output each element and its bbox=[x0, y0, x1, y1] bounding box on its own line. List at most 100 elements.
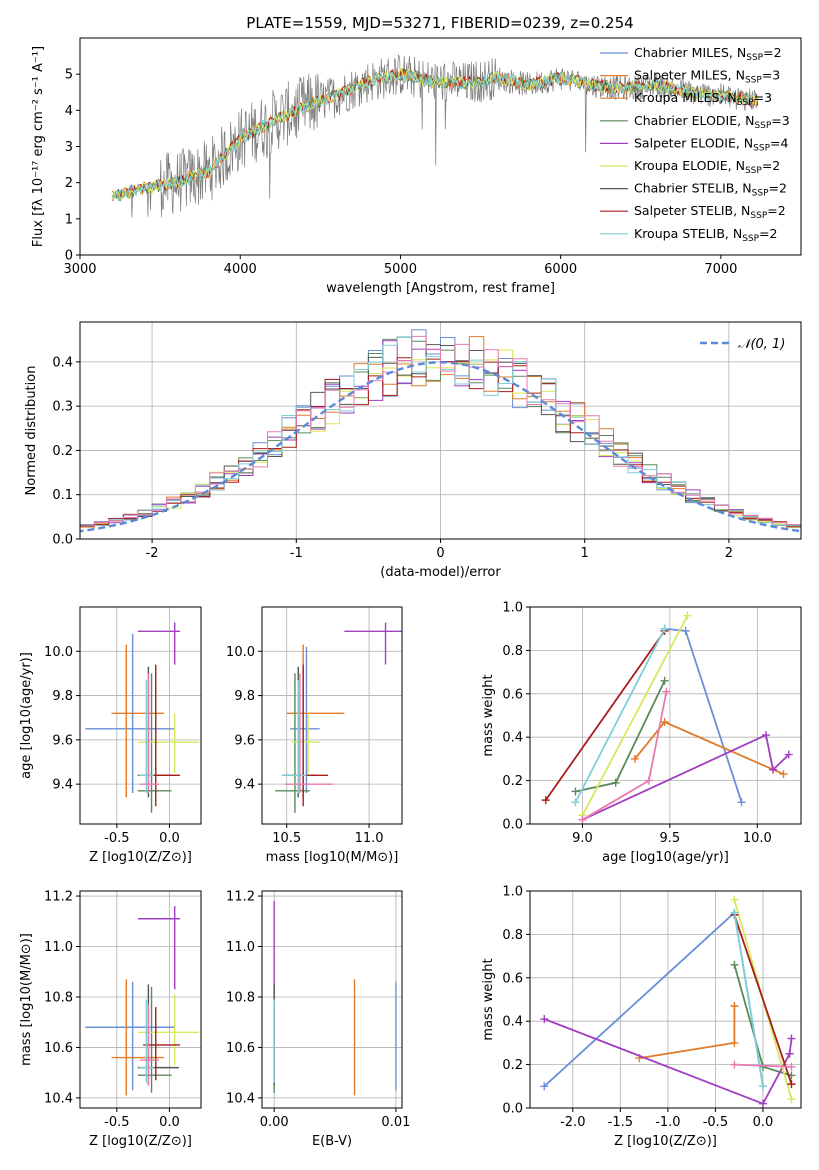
y-tick-label: 11.0 bbox=[226, 940, 255, 955]
weight-marker bbox=[662, 687, 671, 696]
weight-marker bbox=[730, 1060, 739, 1069]
axes-frame bbox=[529, 606, 802, 825]
y-tick-label: 11.2 bbox=[44, 890, 73, 905]
x-axis-label: Z [log10(Z/Z⊙)] bbox=[614, 1134, 717, 1149]
y-tick-label: 10.4 bbox=[44, 1091, 73, 1106]
x-tick-label: 9.5 bbox=[660, 831, 681, 846]
weight-line bbox=[733, 914, 793, 1085]
y-tick-label: 3 bbox=[65, 140, 73, 155]
x-axis-label: age [log10(age/yr)] bbox=[602, 850, 729, 865]
weight-marker bbox=[784, 750, 793, 759]
data-point bbox=[291, 713, 320, 774]
weight-marker bbox=[785, 1049, 794, 1058]
weight-line bbox=[733, 912, 764, 1087]
weight-series bbox=[730, 908, 767, 1091]
y-tick-label: 2 bbox=[65, 176, 73, 191]
histogram-step-line bbox=[80, 335, 801, 530]
weight-marker bbox=[681, 626, 690, 635]
weight-marker bbox=[660, 676, 669, 685]
x-axis-label: Z [log10(Z/Z⊙)] bbox=[89, 850, 192, 865]
y-tick-label: 10.6 bbox=[44, 1041, 73, 1056]
y-tick-label: 0.2 bbox=[502, 774, 523, 789]
y-tick-label: 10.4 bbox=[226, 1091, 255, 1106]
weight-series bbox=[635, 1002, 739, 1063]
x-tick-label: 2 bbox=[725, 546, 733, 561]
weight-marker bbox=[787, 1062, 796, 1071]
data-point bbox=[137, 984, 179, 1086]
axes-weight_vs_Z: -2.0 -1.5 -1.0 -0.5 0.0 0.0 0.2 0.4 0.6 0.8 1.0 Z [… bbox=[481, 885, 802, 1149]
x-tick-label: -0.5 bbox=[104, 831, 129, 846]
weight-series bbox=[540, 908, 767, 1091]
y-tick-label: 9.6 bbox=[234, 733, 255, 748]
data-point bbox=[85, 981, 175, 1091]
axes-residuals: -2 -1 0 1 2 0.0 0.1 0.2 0.3 0.4 (data-model)/error… bbox=[24, 321, 802, 580]
x-tick-label: 0.0 bbox=[753, 1115, 774, 1130]
weight-marker bbox=[571, 798, 580, 807]
x-axis-label: mass [log10(M/M⊙)] bbox=[266, 850, 399, 865]
weight-series bbox=[578, 731, 793, 824]
axes-frame bbox=[261, 606, 403, 825]
x-tick-label: -2.0 bbox=[560, 1115, 585, 1130]
y-axis-label: mass [log10(M/M⊙)] bbox=[19, 933, 34, 1066]
plot-area-mass_vs_Z bbox=[85, 906, 199, 1096]
axes-frame bbox=[529, 890, 802, 1109]
legend-entry: Chabrier ELODIE, NSSP=3 bbox=[634, 113, 790, 131]
data-point bbox=[281, 680, 307, 793]
axes-mass_vs_EBV: 0.00 0.01 10.4 10.6 10.8 11.0 11.2 E(B-V) bbox=[226, 890, 410, 1149]
data-point bbox=[143, 1007, 180, 1081]
legend-entry: Kroupa MILES, NSSP=3 bbox=[634, 90, 772, 108]
axes-mass_vs_Z: -0.5 0.0 10.4 10.6 10.8 11.0 11.2 Z [log10(Z/Z⊙… bbox=[19, 890, 202, 1149]
weight-marker bbox=[660, 718, 669, 727]
data-point bbox=[137, 666, 179, 798]
y-tick-label: 0.8 bbox=[502, 644, 523, 659]
weight-line bbox=[543, 910, 764, 1087]
y-axis-label: Flux [fλ 10⁻¹⁷ erg cm⁻² s⁻¹ A⁻¹] bbox=[31, 46, 46, 247]
x-tick-label: 0.00 bbox=[260, 1115, 289, 1130]
weight-marker bbox=[779, 770, 788, 779]
x-tick-label: 10.0 bbox=[743, 831, 772, 846]
data-point bbox=[283, 664, 328, 807]
weight-series bbox=[578, 687, 671, 824]
weight-series bbox=[578, 611, 692, 820]
data-point bbox=[137, 986, 172, 1093]
x-axis-label: Z [log10(Z/Z⊙)] bbox=[89, 1134, 192, 1149]
data-point bbox=[285, 673, 333, 793]
y-tick-label: 11.2 bbox=[226, 890, 255, 905]
weight-marker bbox=[644, 776, 653, 785]
y-tick-label: 0.3 bbox=[52, 400, 73, 415]
weight-line bbox=[544, 630, 666, 801]
y-tick-label: 9.8 bbox=[234, 689, 255, 704]
y-tick-label: 11.0 bbox=[44, 940, 73, 955]
data-point bbox=[139, 1004, 159, 1086]
weight-marker bbox=[571, 787, 580, 796]
weight-line bbox=[634, 720, 784, 775]
x-tick-label: 9.0 bbox=[572, 831, 593, 846]
legend-entry: Kroupa ELODIE, NSSP=2 bbox=[634, 158, 780, 176]
y-tick-label: 9.4 bbox=[234, 778, 255, 793]
x-tick-label: 0.0 bbox=[159, 831, 180, 846]
weight-marker bbox=[540, 1015, 549, 1024]
weight-line bbox=[574, 628, 666, 803]
y-tick-label: 0.6 bbox=[502, 971, 523, 986]
y-tick-label: 10.6 bbox=[226, 1041, 255, 1056]
y-tick-label: 0 bbox=[65, 249, 73, 264]
axes-frame bbox=[261, 890, 403, 1109]
weight-line bbox=[581, 615, 689, 816]
axes-weight_vs_age: 9.0 9.5 10.0 0.0 0.2 0.4 0.6 0.8 1.0 age [log10(a… bbox=[481, 601, 802, 865]
weight-series bbox=[630, 718, 788, 779]
x-tick-label: 7000 bbox=[704, 262, 737, 277]
plot-area-weight_vs_age bbox=[541, 611, 793, 824]
legend-entry: Chabrier MILES, NSSP=2 bbox=[634, 45, 782, 63]
data-point bbox=[137, 622, 180, 665]
weight-marker bbox=[541, 796, 550, 805]
y-tick-label: 9.4 bbox=[52, 778, 73, 793]
y-tick-label: 0.4 bbox=[52, 355, 73, 370]
axes-age_vs_mass: 10.5 11.0 9.4 9.6 9.8 10.0 mass [log10(M/M⊙)] bbox=[226, 606, 403, 865]
weight-marker bbox=[730, 895, 739, 904]
weight-marker bbox=[730, 960, 739, 969]
weight-series bbox=[571, 624, 669, 807]
axes-frame bbox=[79, 890, 202, 1109]
axes-spectrum: 3000 4000 5000 6000 7000 0 1 2 3 4 5 wavelength [An… bbox=[31, 37, 802, 296]
plot-area-spectrum bbox=[111, 54, 759, 218]
weight-line bbox=[734, 1063, 792, 1068]
